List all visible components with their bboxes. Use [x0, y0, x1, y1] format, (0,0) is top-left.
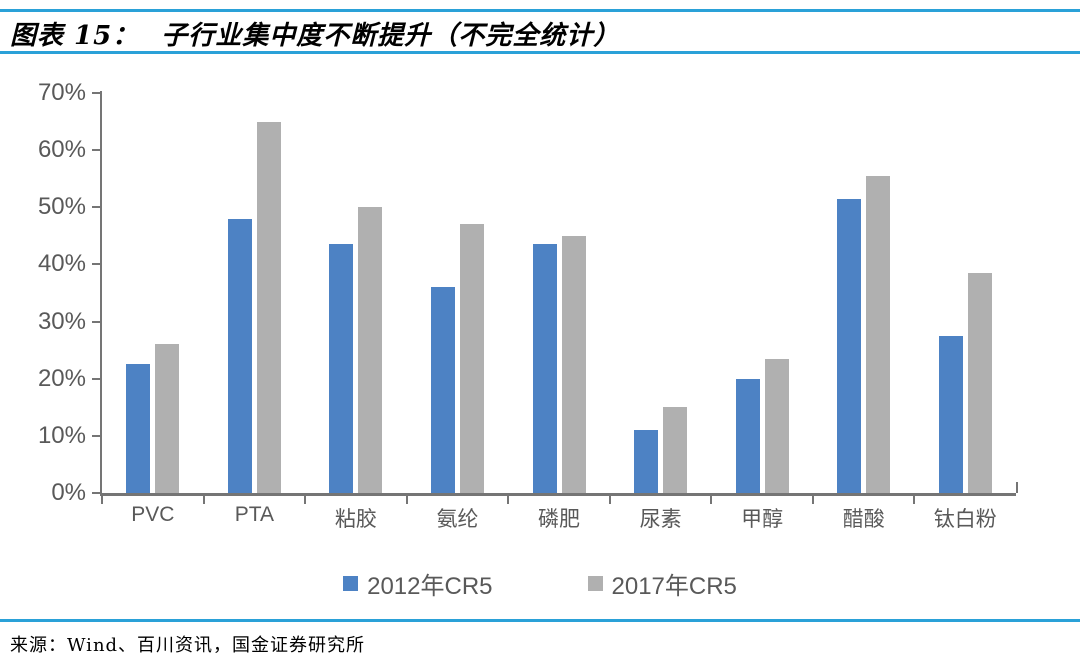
x-axis-tick [507, 496, 510, 504]
bar-2017年CR5 [358, 207, 383, 493]
y-axis-tick [92, 92, 100, 94]
bar-2017年CR5 [155, 344, 180, 493]
bar-group [102, 93, 204, 493]
y-axis-tick [92, 149, 100, 152]
figure-title: 子行业集中度不断提升（不完全统计） [161, 21, 621, 51]
y-axis-tick [92, 377, 100, 380]
bar-2012年CR5 [634, 430, 659, 493]
bar-2012年CR5 [126, 364, 151, 493]
y-axis-labels: 0% 10% 20% 30% 40% 50% 60% 70% [0, 81, 86, 505]
x-axis-category-label: 甲醇 [741, 508, 784, 531]
legend-swatch-icon [587, 576, 603, 591]
y-axis-tick-label: 0% [51, 479, 86, 506]
bar-group [610, 93, 712, 493]
bar-2012年CR5 [227, 218, 252, 493]
bar-2017年CR5 [967, 273, 992, 493]
x-axis-category-label: 氨纶 [436, 508, 479, 531]
legend-entry: 2012年CR5 [343, 566, 493, 601]
legend-swatch-icon [343, 576, 359, 591]
bar-groups [102, 93, 1016, 493]
x-axis-tick [304, 496, 307, 504]
x-axis-category-label: 磷肥 [538, 508, 581, 531]
y-axis-tick [92, 320, 100, 323]
y-axis-tick-label: 50% [37, 193, 86, 221]
y-axis-tick-label: 30% [37, 307, 86, 335]
y-axis-tick [92, 434, 100, 437]
bar-2017年CR5 [459, 224, 484, 493]
bar-group [813, 93, 915, 493]
y-axis-tick-label: 60% [37, 136, 86, 164]
x-axis-tick [811, 496, 814, 504]
y-axis-tick-label: 20% [37, 364, 86, 392]
y-axis-tick [92, 206, 100, 209]
bar-group [711, 93, 813, 493]
source-note: 来源：Wind、百川资讯，国金证券研究所 [10, 635, 366, 656]
bar-2012年CR5 [430, 287, 455, 493]
y-axis-line [100, 91, 102, 496]
x-axis-tick [405, 496, 408, 504]
bar-group [915, 93, 1017, 493]
bar-2012年CR5 [329, 244, 354, 493]
bar-2012年CR5 [837, 198, 862, 493]
x-axis-line [100, 493, 1016, 496]
footer-divider-rule [0, 619, 1080, 622]
x-axis-tick [202, 496, 205, 504]
x-axis-category-label: PTA [234, 503, 274, 526]
bar-2017年CR5 [256, 121, 281, 493]
x-axis-category-label: 粘胶 [334, 508, 377, 531]
chart-legend: 2012年CR5 2017年CR5 [0, 566, 1080, 601]
x-axis-end-tick [1016, 482, 1018, 493]
x-axis-category-label: 钛白粉 [933, 508, 997, 531]
x-axis-category-label: 醋酸 [842, 508, 885, 531]
plot-area [92, 91, 1018, 504]
legend-label: 2012年CR5 [367, 573, 493, 600]
x-axis-tick [608, 496, 611, 504]
legend-label: 2017年CR5 [611, 573, 737, 600]
bar-group [204, 93, 306, 493]
y-axis-tick [92, 263, 100, 266]
x-axis-tick [101, 496, 103, 504]
x-axis-category-label: 尿素 [639, 508, 682, 531]
bar-2017年CR5 [561, 235, 586, 493]
bar-2012年CR5 [735, 378, 760, 493]
x-axis-tick [913, 496, 916, 504]
y-axis-tick [92, 492, 100, 494]
x-axis-labels: PVC PTA 粘胶 氨纶 磷肥 尿素 甲醇 醋酸 钛白粉 [102, 503, 1016, 533]
bar-2012年CR5 [938, 335, 963, 493]
y-axis-tick-label: 70% [37, 79, 86, 106]
legend-entry: 2017年CR5 [587, 566, 737, 601]
figure-header: 图表 15： 子行业集中度不断提升（不完全统计） [10, 15, 620, 52]
x-axis-tick [710, 496, 713, 504]
top-accent-rule [0, 9, 1080, 12]
bar-2017年CR5 [866, 175, 891, 493]
y-axis-tick-label: 40% [37, 250, 86, 278]
x-axis-category-label: PVC [131, 503, 175, 526]
header-divider-rule [0, 51, 1080, 54]
bar-2017年CR5 [663, 407, 688, 493]
bar-2012年CR5 [532, 244, 557, 493]
y-axis-tick-label: 10% [37, 421, 86, 449]
figure-number-label: 图表 15： [10, 21, 140, 51]
bar-2017年CR5 [764, 358, 789, 493]
bar-group [508, 93, 610, 493]
bar-group [305, 93, 407, 493]
bar-group [407, 93, 509, 493]
